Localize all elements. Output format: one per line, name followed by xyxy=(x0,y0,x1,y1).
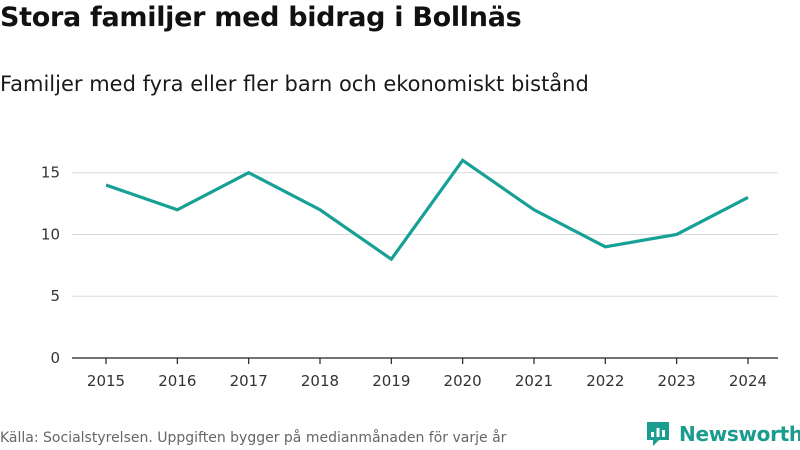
x-tick-label: 2023 xyxy=(658,372,696,390)
series-line xyxy=(105,158,749,262)
y-axis-ticks: 0 5 10 15 xyxy=(41,164,60,367)
x-tick-label: 2017 xyxy=(230,372,268,390)
brand-name: Newsworthy xyxy=(679,422,800,446)
x-tick-label: 2015 xyxy=(87,372,125,390)
y-tick-label: 5 xyxy=(50,287,60,305)
chart-title: Stora familjer med bidrag i Bollnäs xyxy=(0,2,522,33)
source-note: Källa: Socialstyrelsen. Uppgiften bygger… xyxy=(0,430,507,446)
x-tick-label: 2020 xyxy=(444,372,482,390)
y-tick-label: 0 xyxy=(50,349,60,367)
series-group xyxy=(105,158,749,262)
x-tick-label: 2024 xyxy=(729,372,767,390)
newsworthy-logo-icon xyxy=(647,422,669,446)
brand-logo[interactable]: Newsworthy xyxy=(645,420,800,448)
x-tick-label: 2021 xyxy=(515,372,553,390)
x-axis: 2015 2016 2017 2018 2019 2020 2021 2022 2023 2024 xyxy=(72,357,778,390)
x-tick-label: 2022 xyxy=(586,372,624,390)
gridlines xyxy=(72,172,778,297)
x-tick-label: 2018 xyxy=(301,372,339,390)
y-tick-label: 10 xyxy=(41,225,60,243)
x-tick-label: 2016 xyxy=(158,372,196,390)
y-tick-label: 15 xyxy=(41,164,60,182)
chart-subtitle: Familjer med fyra eller fler barn och ek… xyxy=(0,72,589,96)
x-tick-label: 2019 xyxy=(372,372,410,390)
